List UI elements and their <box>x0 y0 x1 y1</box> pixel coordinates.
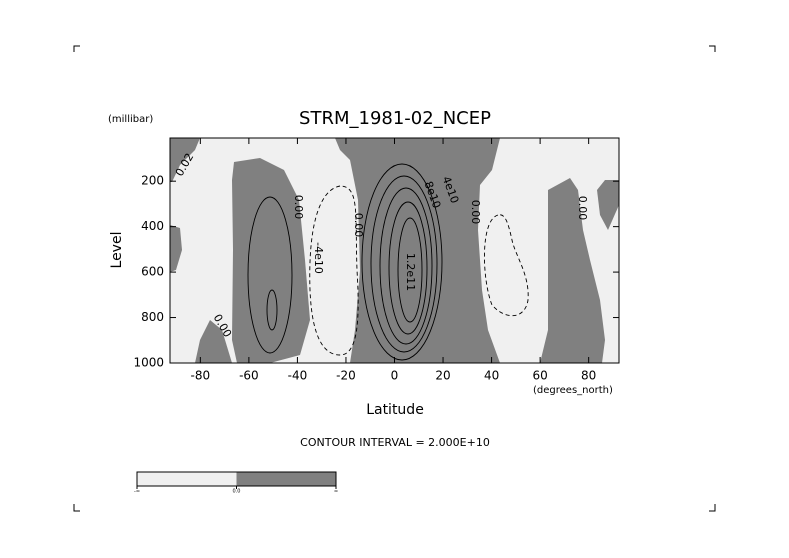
contour-lines <box>247 163 529 361</box>
contour-label: 1.2e11 <box>404 253 417 291</box>
x-tick-label: 20 <box>435 369 450 383</box>
contour-label: 0.00 <box>469 200 482 225</box>
colorbar-swatch <box>137 472 237 486</box>
y-tick-label: 200 <box>141 174 164 188</box>
contour-label: 0.00 <box>352 213 365 238</box>
x-tick-label: 60 <box>532 369 547 383</box>
positive-region <box>335 138 500 363</box>
y-tick-label: 400 <box>141 219 164 233</box>
contour-interval: CONTOUR INTERVAL = 2.000E+10 <box>300 436 490 449</box>
colorbar-label: -∞ <box>134 489 140 495</box>
colorbar: -∞ 0.0 ∞ <box>134 471 338 495</box>
chart-title: STRM_1981-02_NCEP <box>299 108 491 129</box>
positive-regions <box>170 138 619 363</box>
x-tick-label: -20 <box>336 369 356 383</box>
y-axis-label: Level <box>109 232 125 269</box>
colorbar-label: ∞ <box>334 489 338 495</box>
colorbar-swatch <box>236 472 336 486</box>
positive-region <box>170 225 182 272</box>
positive-region <box>170 138 200 182</box>
positive-region <box>232 158 310 363</box>
positive-region <box>540 178 605 363</box>
y-tick-label: 1000 <box>133 356 164 370</box>
positive-region <box>195 320 232 363</box>
y-tick-label: 600 <box>141 265 164 279</box>
x-tick-label: 40 <box>484 369 499 383</box>
plot-area <box>169 137 620 364</box>
y-tick-label: 800 <box>141 310 164 324</box>
x-tick-label: -60 <box>239 369 259 383</box>
contour-label: 0.00 <box>576 196 589 221</box>
contour-label: 0.00 <box>292 195 305 220</box>
x-tick-label: -40 <box>288 369 308 383</box>
positive-region <box>597 180 619 230</box>
x-unit: (degrees_north) <box>533 385 613 396</box>
crop-marks <box>73 45 716 512</box>
colorbar-label: 0.0 <box>233 489 241 495</box>
x-tick-label: 0 <box>391 369 399 383</box>
x-axis-label: Latitude <box>366 402 424 418</box>
y-unit: (millibar) <box>108 114 153 125</box>
contour-label: -4e10 <box>312 242 325 274</box>
x-tick-label: -80 <box>191 369 211 383</box>
x-tick-label: 80 <box>581 369 596 383</box>
